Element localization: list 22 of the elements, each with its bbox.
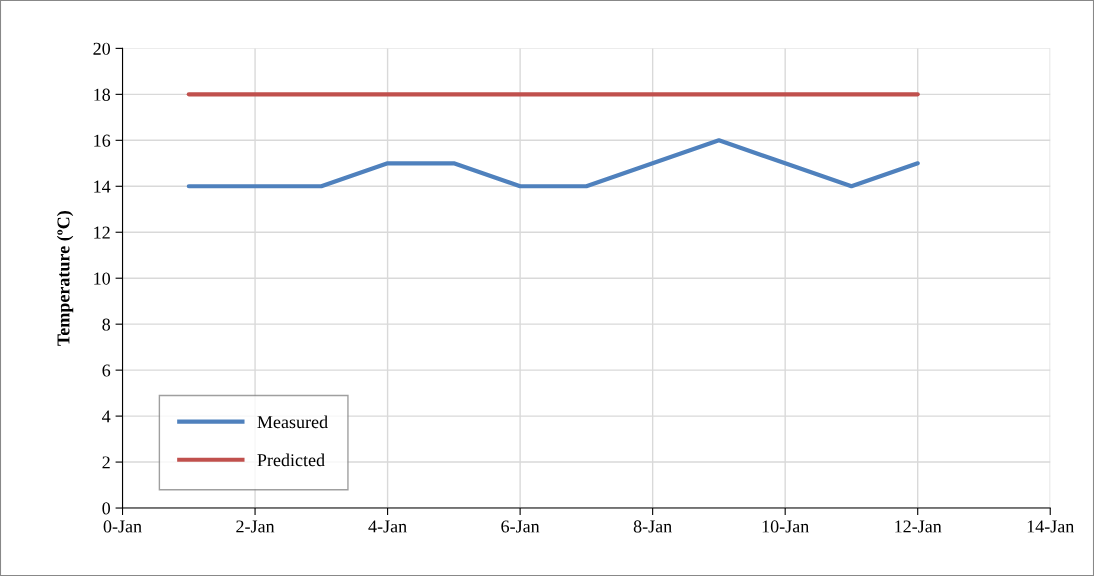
- legend-label: Predicted: [257, 453, 325, 467]
- y-tick-label: 18: [94, 88, 111, 101]
- y-axis-title: Temperature (ºC): [56, 211, 74, 346]
- y-tick-label: 16: [94, 134, 111, 147]
- y-tick-label: 4: [102, 410, 111, 423]
- y-tick-label: 20: [93, 42, 111, 55]
- y-tick-label: 12: [94, 226, 110, 239]
- y-tick-label: 2: [102, 456, 110, 469]
- y-tick-label: 0: [102, 502, 111, 515]
- x-tick-label: 8-Jan: [633, 520, 672, 533]
- x-tick-label: 0-Jan: [103, 520, 142, 533]
- y-tick-label: 6: [102, 364, 111, 377]
- x-tick-label: 12-Jan: [895, 520, 942, 533]
- x-tick-label: 2-Jan: [236, 520, 275, 533]
- x-tick-label: 10-Jan: [762, 520, 809, 533]
- y-tick-label: 14: [94, 180, 111, 193]
- y-tick-label: 10: [94, 272, 111, 285]
- y-tick-label: 8: [102, 318, 111, 331]
- x-tick-label: 4-Jan: [368, 520, 407, 533]
- x-tick-label: 6-Jan: [501, 520, 540, 533]
- legend-label: Measured: [257, 415, 328, 429]
- x-tick-label: 14-Jan: [1027, 520, 1075, 533]
